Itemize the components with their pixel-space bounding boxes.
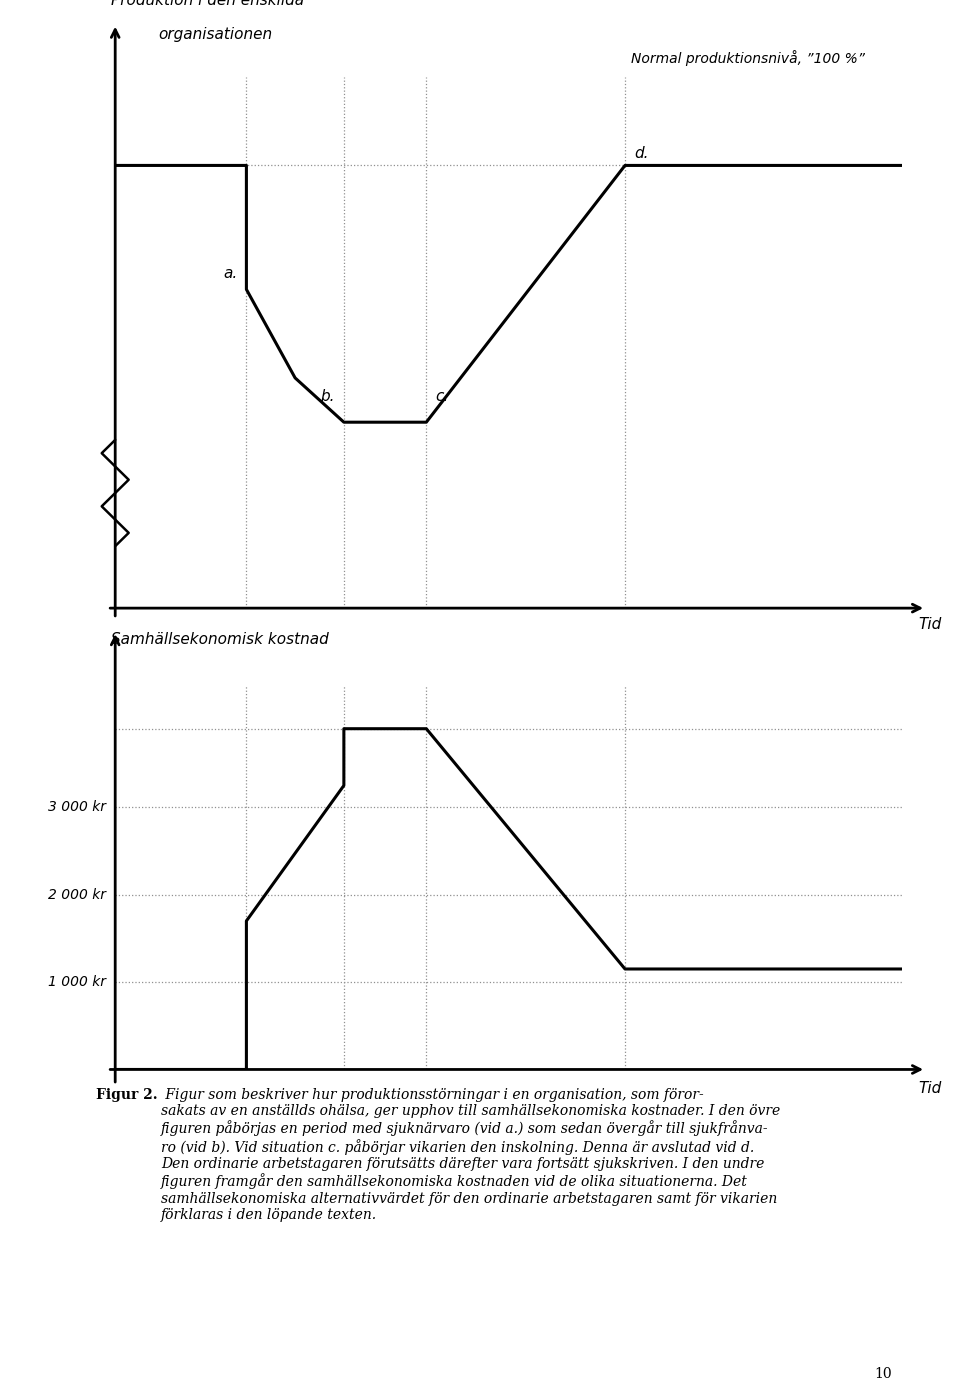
Text: c.: c. bbox=[435, 390, 448, 404]
Text: Figur som beskriver hur produktionsstörningar i en organisation, som föror-
saka: Figur som beskriver hur produktionsstörn… bbox=[161, 1088, 780, 1222]
Text: 3 000 kr: 3 000 kr bbox=[48, 800, 106, 815]
Text: Tid: Tid bbox=[918, 1081, 942, 1096]
Text: b.: b. bbox=[321, 390, 335, 404]
Text: 1 000 kr: 1 000 kr bbox=[48, 974, 106, 990]
Text: Produktion i den enskilda: Produktion i den enskilda bbox=[111, 0, 304, 8]
Text: Normal produktionsnivå, ”100 %”: Normal produktionsnivå, ”100 %” bbox=[631, 50, 865, 66]
Text: Tid: Tid bbox=[918, 617, 942, 632]
Text: d.: d. bbox=[634, 145, 649, 161]
Text: a.: a. bbox=[223, 266, 237, 281]
Text: 2 000 kr: 2 000 kr bbox=[48, 888, 106, 902]
Text: organisationen: organisationen bbox=[158, 28, 273, 42]
Text: 10: 10 bbox=[875, 1367, 892, 1381]
Text: Figur 2.: Figur 2. bbox=[96, 1088, 157, 1102]
Text: Samhällsekonomisk kostnad: Samhällsekonomisk kostnad bbox=[111, 632, 329, 646]
